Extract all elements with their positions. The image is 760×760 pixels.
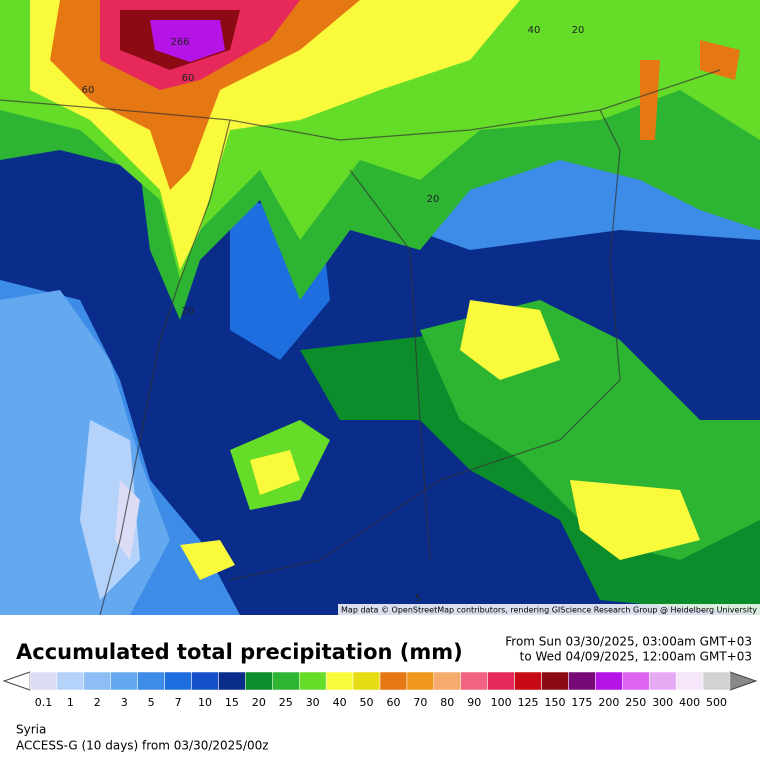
legend-label: 30 bbox=[306, 696, 320, 709]
contour-label: 20 bbox=[572, 25, 585, 36]
legend-swatch bbox=[595, 671, 623, 691]
legend-label: 70 bbox=[413, 696, 427, 709]
legend-label: 40 bbox=[333, 696, 347, 709]
legend-swatch bbox=[433, 671, 462, 691]
contour-label: 60 bbox=[82, 85, 95, 96]
legend-swatch bbox=[379, 671, 408, 691]
legend-label: 100 bbox=[491, 696, 512, 709]
legend-arrow-left bbox=[2, 671, 31, 691]
legend-swatch bbox=[245, 671, 273, 691]
color-legend: 0.1 1 2 3 5 7 10 15 20 25 30 40 50 60 70 80 90 100 125 150 1… bbox=[2, 671, 758, 709]
legend-swatch bbox=[29, 671, 58, 691]
legend-label: 7 bbox=[175, 696, 182, 709]
legend-swatch bbox=[568, 671, 596, 691]
precipitation-map: Map data © OpenStreetMap contributors, r… bbox=[0, 0, 760, 616]
legend-swatch bbox=[648, 671, 677, 691]
legend-label: 250 bbox=[625, 696, 646, 709]
legend-label: 60 bbox=[386, 696, 400, 709]
legend-swatch bbox=[218, 671, 246, 691]
contour-label: 60 bbox=[182, 73, 195, 84]
legend-swatch bbox=[164, 671, 192, 691]
map-title: Accumulated total precipitation (mm) bbox=[16, 640, 463, 664]
legend-label: 150 bbox=[545, 696, 566, 709]
contour-label: 20 bbox=[182, 306, 195, 317]
legend-swatch bbox=[460, 671, 488, 691]
legend-swatch bbox=[298, 671, 327, 691]
legend-label: 1 bbox=[67, 696, 74, 709]
legend-label: 125 bbox=[518, 696, 539, 709]
model-info: ACCESS-G (10 days) from 03/30/2025/00z bbox=[16, 739, 269, 753]
legend-label: 3 bbox=[121, 696, 128, 709]
legend-swatch bbox=[487, 671, 515, 691]
map-attribution: Map data © OpenStreetMap contributors, r… bbox=[341, 606, 757, 615]
legend-label: 90 bbox=[467, 696, 481, 709]
legend-label: 2 bbox=[94, 696, 101, 709]
contour-label: 40 bbox=[528, 25, 541, 36]
contour-label: 20 bbox=[427, 194, 440, 205]
contour-label: 5 bbox=[415, 593, 421, 604]
legend-swatch bbox=[675, 671, 704, 691]
legend-label: 175 bbox=[571, 696, 592, 709]
legend-swatch bbox=[541, 671, 569, 691]
legend-label: 15 bbox=[225, 696, 239, 709]
legend-label: 20 bbox=[252, 696, 266, 709]
legend-swatch bbox=[56, 671, 85, 691]
legend-swatch bbox=[83, 671, 112, 691]
legend-swatch bbox=[137, 671, 165, 691]
legend-label: 500 bbox=[706, 696, 727, 709]
legend-label: 5 bbox=[148, 696, 155, 709]
date-from: From Sun 03/30/2025, 03:00am GMT+03 bbox=[505, 635, 752, 649]
legend-swatch bbox=[622, 671, 650, 691]
legend-swatch bbox=[272, 671, 300, 691]
legend-label: 10 bbox=[198, 696, 212, 709]
legend-swatch bbox=[352, 671, 381, 691]
legend-label: 25 bbox=[279, 696, 293, 709]
legend-swatch bbox=[406, 671, 435, 691]
legend-label: 400 bbox=[679, 696, 700, 709]
legend-label: 300 bbox=[652, 696, 673, 709]
legend-label: 200 bbox=[598, 696, 619, 709]
legend-label: 50 bbox=[360, 696, 374, 709]
legend-label: 0.1 bbox=[35, 696, 53, 709]
legend-swatch bbox=[514, 671, 542, 691]
legend-swatch bbox=[325, 671, 354, 691]
legend-label: 80 bbox=[440, 696, 454, 709]
region-name: Syria bbox=[16, 723, 46, 737]
date-to: to Wed 04/09/2025, 12:00am GMT+03 bbox=[520, 650, 752, 664]
legend-arrow-right bbox=[729, 671, 758, 691]
legend-swatch bbox=[191, 671, 219, 691]
legend-swatch bbox=[110, 671, 138, 691]
legend-swatch bbox=[702, 671, 731, 691]
max-value-label: 266 bbox=[170, 37, 189, 48]
